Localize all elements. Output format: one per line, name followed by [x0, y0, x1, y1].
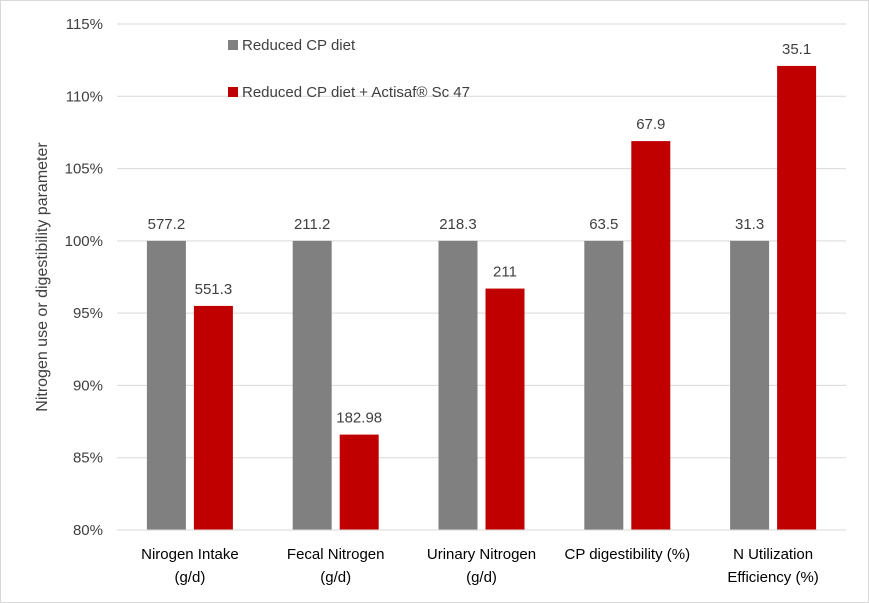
- data-label: 35.1: [782, 41, 811, 58]
- bar-reduced-cp: [292, 240, 332, 530]
- bar-actisaf: [631, 141, 671, 531]
- y-tick-label: 105%: [65, 161, 103, 178]
- bar-actisaf: [485, 288, 525, 530]
- data-label: 182.98: [336, 410, 382, 427]
- y-tick-label: 80%: [73, 522, 103, 539]
- bar-actisaf: [193, 305, 233, 530]
- data-label: 577.2: [148, 216, 186, 233]
- legend-label: Reduced CP diet + Actisaf® Sc 47: [242, 84, 470, 101]
- bar-actisaf: [777, 65, 817, 530]
- legend-label: Reduced CP diet: [242, 37, 356, 54]
- data-label: 211.2: [294, 216, 330, 233]
- y-axis-title: Nitrogen use or digestibility parameter: [34, 142, 51, 412]
- bar-reduced-cp: [146, 240, 186, 530]
- x-category-label: (g/d): [174, 569, 205, 586]
- x-category-label: (g/d): [466, 569, 497, 586]
- x-category-label: Efficiency (%): [727, 569, 818, 586]
- x-category-label: Urinary Nitrogen: [427, 546, 536, 563]
- data-label: 67.9: [636, 116, 665, 133]
- x-category-label: Nirogen Intake: [141, 546, 239, 563]
- data-label: 551.3: [195, 281, 233, 298]
- data-label: 31.3: [735, 216, 764, 233]
- x-category-label: Fecal Nitrogen: [287, 546, 385, 563]
- bar-reduced-cp: [438, 240, 478, 530]
- data-label: 218.3: [439, 216, 477, 233]
- data-label: 211: [493, 264, 517, 281]
- y-tick-label: 100%: [65, 233, 103, 250]
- legend-swatch: [228, 87, 238, 97]
- y-tick-label: 85%: [73, 450, 103, 467]
- x-category-label: (g/d): [320, 569, 351, 586]
- data-label: 63.5: [589, 216, 618, 233]
- legend-swatch: [228, 40, 238, 50]
- x-category-label: N Utilization: [733, 546, 813, 563]
- y-tick-label: 115%: [66, 16, 103, 33]
- bar-reduced-cp: [730, 240, 770, 530]
- y-tick-label: 90%: [73, 377, 103, 394]
- y-tick-label: 95%: [73, 305, 103, 322]
- x-category-label: CP digestibility (%): [564, 546, 690, 563]
- bar-reduced-cp: [584, 240, 624, 530]
- bar-actisaf: [339, 434, 379, 530]
- y-tick-label: 110%: [66, 88, 103, 105]
